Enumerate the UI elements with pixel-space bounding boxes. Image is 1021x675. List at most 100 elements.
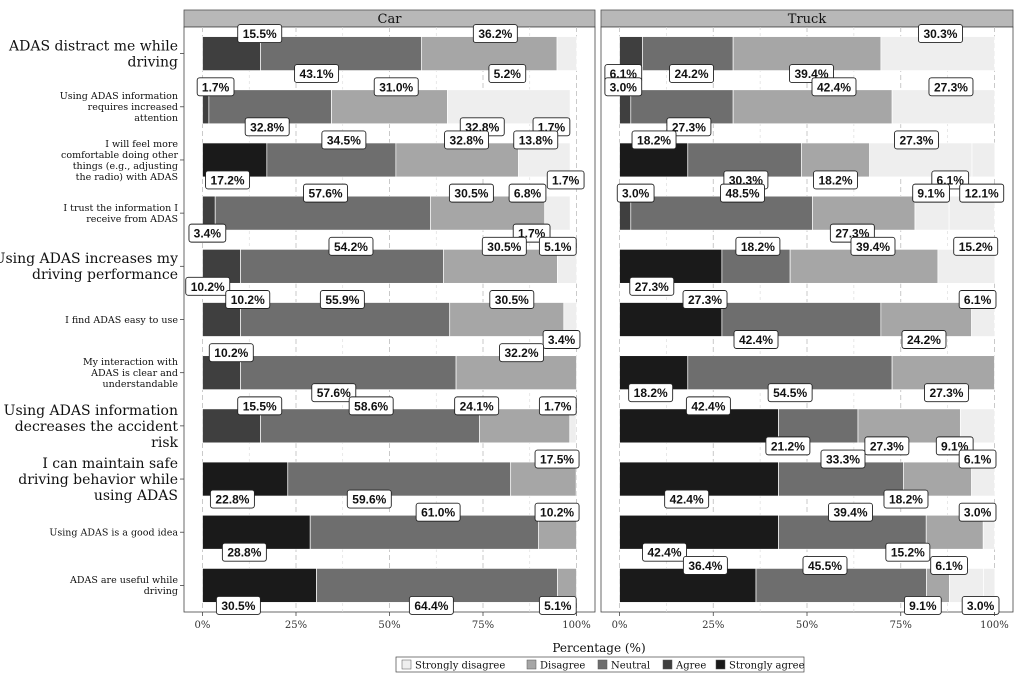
data-label-text: 27.3% [672,120,706,134]
data-label-box [513,130,559,150]
data-label-box [958,449,997,469]
data-label: 42.4% [733,330,779,349]
data-label-text: 6.8% [514,187,542,201]
data-label-text: 30.5% [221,599,255,613]
category-label: I will feel more comfortable doing other t… [61,139,178,183]
data-label-box [828,502,873,522]
data-label-box [303,183,348,203]
data-label: 31.0% [373,77,419,97]
data-label-text: 58.6% [354,399,388,413]
data-label-box [616,183,655,203]
data-label: 3.0% [958,502,997,522]
category-label: I can maintain safe driving behavior whil… [18,456,178,504]
data-label-box [642,542,687,562]
data-label-box [328,236,374,256]
data-label-box [538,595,577,615]
data-label-text: 24.1% [460,399,494,413]
data-label-box [444,130,489,150]
data-label-text: 57.6% [317,386,351,400]
legend-swatch [526,659,537,670]
data-label-text: 17.5% [540,453,574,467]
data-label-box [538,236,577,256]
data-label: 42.4% [685,396,731,416]
data-label: 32.2% [499,343,544,363]
data-label-text: 1.7% [202,80,230,94]
data-label-text: 18.2% [818,173,852,187]
data-labels: 15.5% 43.1% 36.2% 5.2% 1.7% 32.8% 31.0% 32.8% 1.… [185,24,585,615]
legend-swatch [662,659,673,670]
data-label-box [958,502,997,522]
data-label-box [196,77,235,97]
data-label: 18.2% [631,130,677,150]
data-label: 42.4% [642,542,687,562]
data-label-box [958,290,997,309]
data-label: 5.1% [538,236,577,256]
panels: Car 15.5% 43.1% 36.2% 5.2% 1.7% 32.8% 31.0% 32.8… [183,9,1014,615]
data-label-box [802,555,848,575]
data-label-box [883,489,929,509]
data-label: 54.2% [328,236,374,256]
data-label-text: 5.2% [494,67,522,81]
data-label: 48.5% [720,183,765,203]
legend-label: Disagree [540,661,585,672]
legend-label: Agree [675,661,706,672]
data-label: 45.5% [802,555,848,575]
data-label: 54.5% [767,383,813,403]
data-label-box [961,595,1000,615]
data-label-box [205,170,251,190]
legend-item: Disagree [526,659,585,672]
data-label-text: 42.4% [648,546,682,560]
data-label: 6.1% [958,290,997,309]
x-axis-ticks: 0% 25% 50% 75% 100% 0% 25% 50% 75% 100% [195,612,1009,631]
data-label-text: 30.5% [495,293,529,307]
data-label-box [215,595,261,615]
data-label-text: 36.4% [688,559,722,573]
bar-segment [971,142,996,178]
data-label-text: 24.2% [675,67,709,81]
data-label-text: 27.3% [929,386,963,400]
category-labels: ADAS distract me while driving Using ADAS … [0,38,184,597]
data-label-box [664,489,710,509]
data-label-text: 27.3% [934,80,968,94]
data-label: 3.0% [961,595,1000,615]
data-label-box [918,24,963,44]
data-label-box [185,276,231,296]
data-label-box [488,64,527,84]
data-label-box [850,236,896,256]
data-label-box [319,290,365,309]
data-label-box [221,542,267,562]
data-label-box [489,290,535,309]
data-label-text: 10.2% [231,293,265,307]
data-label-text: 39.4% [833,506,867,520]
data-label-box [685,396,731,416]
data-label: 10.2% [208,343,254,363]
category-label: My interaction with ADAS is clear and unde… [83,357,178,390]
data-label-text: 61.0% [421,506,455,520]
data-label-box [448,183,494,203]
data-label-text: 45.5% [808,559,842,573]
data-label-text: 34.5% [327,133,361,147]
data-label-box [930,555,968,575]
data-label-text: 6.1% [964,293,992,307]
data-label: 27.3% [928,77,974,97]
data-label-box [811,77,857,97]
data-label-text: 10.2% [540,506,574,520]
data-label-box [720,183,765,203]
data-label-text: 22.8% [215,493,249,507]
category-label: ADAS distract me while driving [8,38,178,70]
category-label: ADAS are useful while driving [69,575,178,597]
data-label-text: 6.1% [964,453,992,467]
data-label-box [225,290,271,309]
data-label: 33.3% [820,449,866,469]
bars [619,36,996,603]
data-label: 42.4% [664,489,710,509]
bar-segment [260,36,423,71]
data-label-text: 54.5% [773,386,807,400]
data-label-text: 64.4% [414,599,448,613]
data-label-box [820,449,866,469]
data-label-text: 15.2% [959,240,993,254]
data-labels: 30.3%6.1% 24.2% 39.4%3.0% 42.4% 27.3%27.3%18… [604,24,1005,615]
data-label-text: 42.4% [670,493,704,507]
data-label-box [294,64,340,84]
